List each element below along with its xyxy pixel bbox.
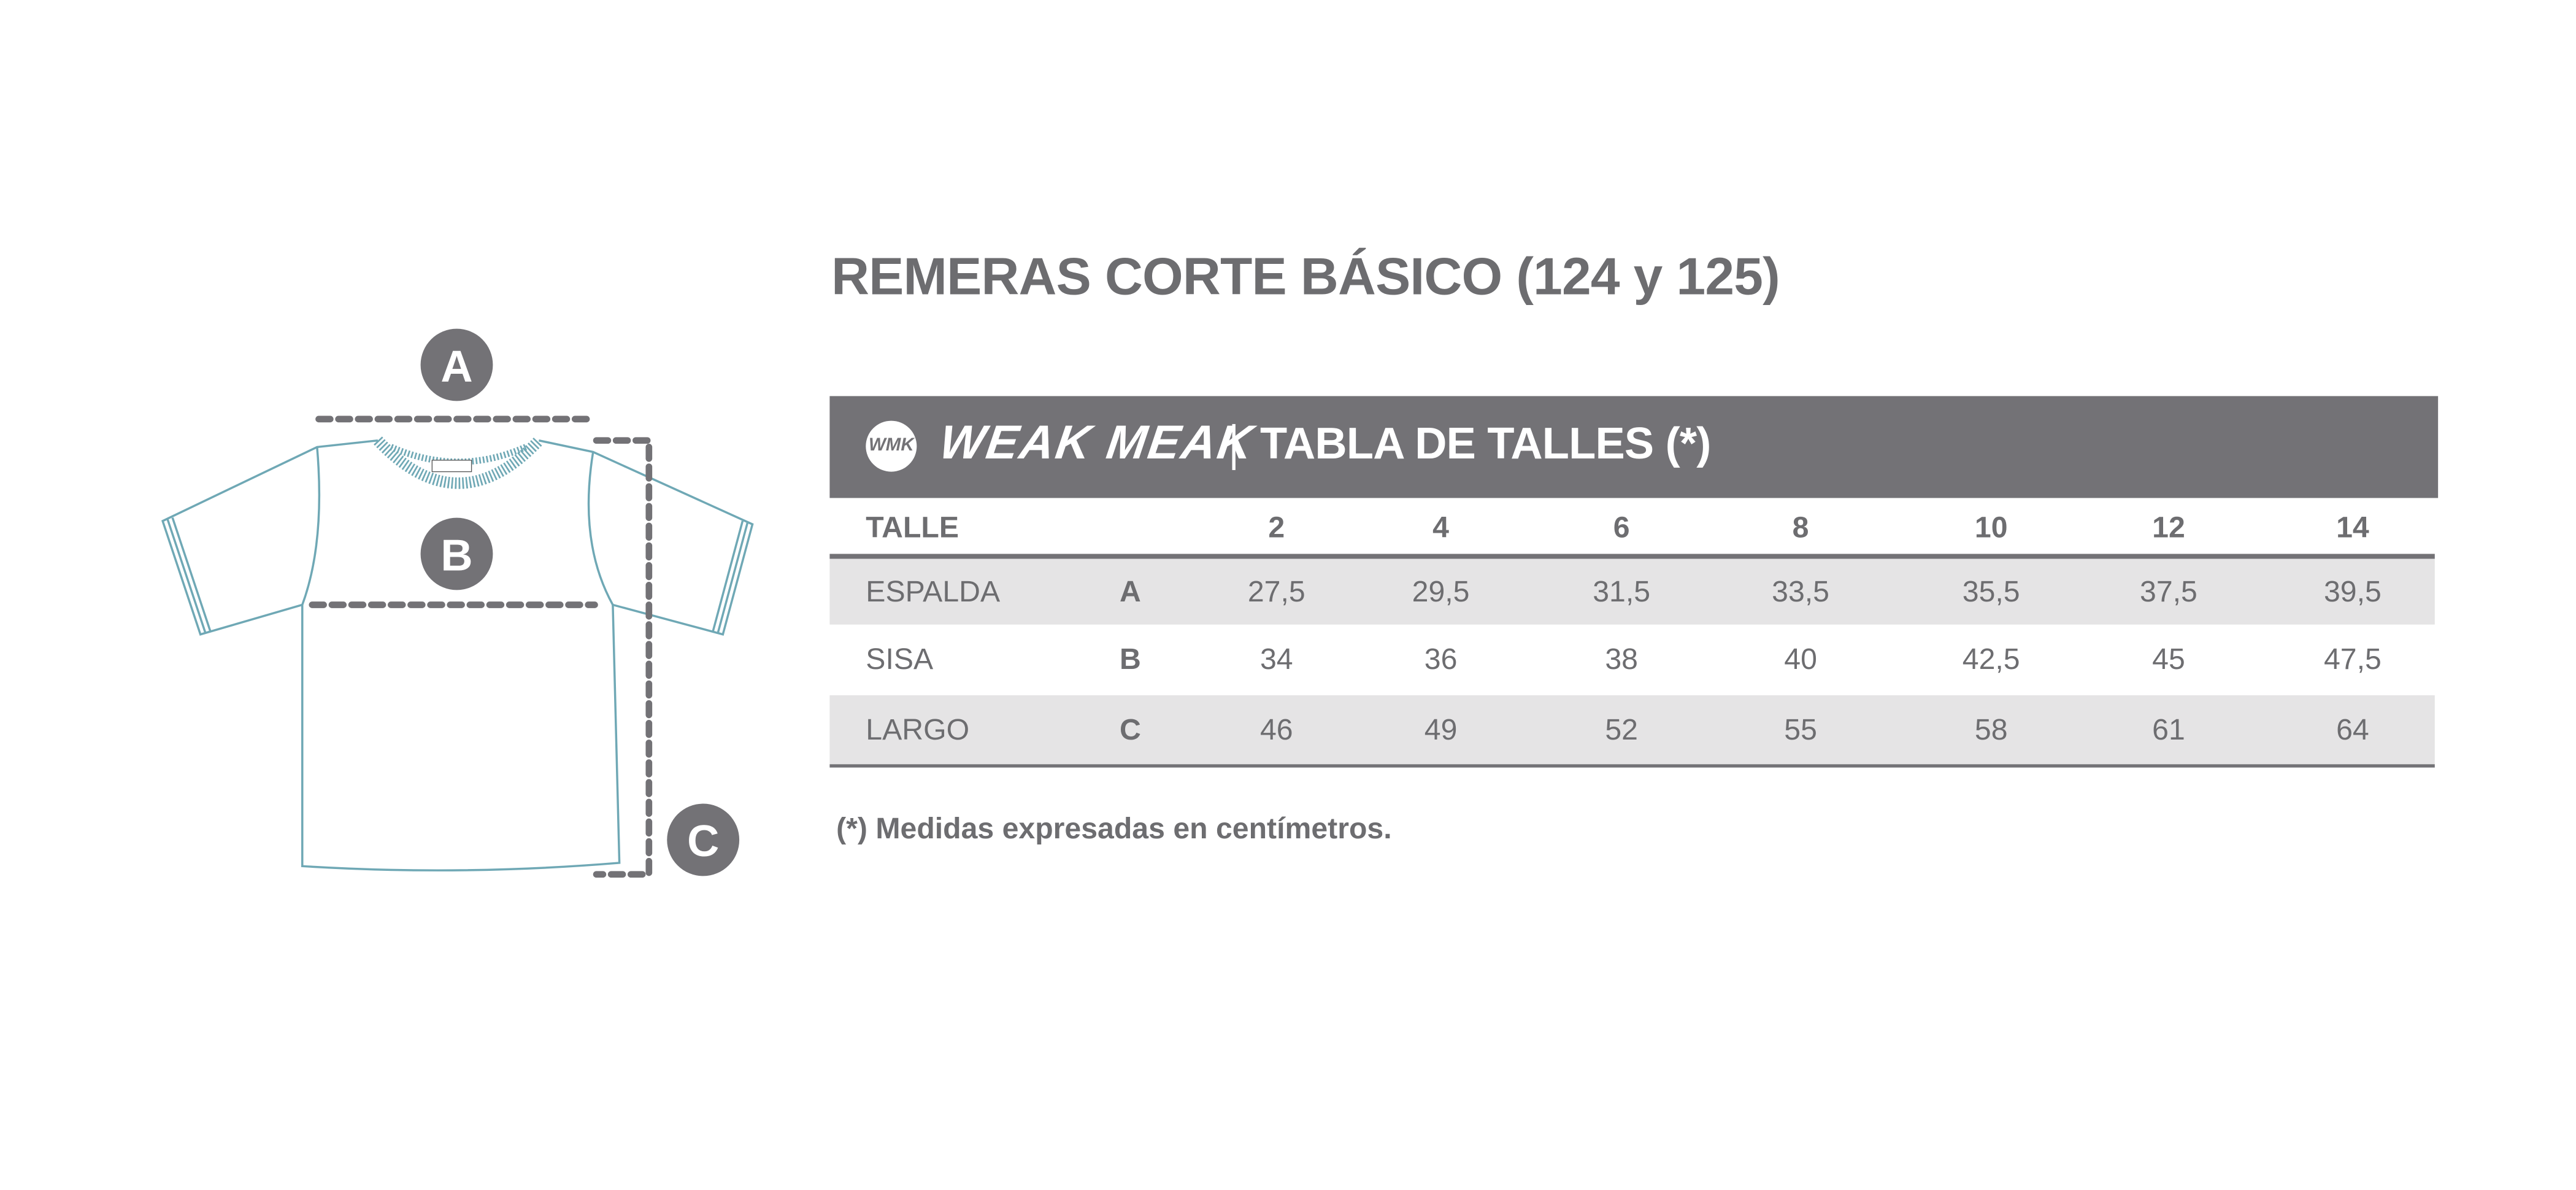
label-b-badge: B (420, 517, 493, 590)
svg-text:B: B (440, 531, 472, 580)
size-col: 4 (1432, 511, 1449, 544)
table-cell: 35,5 (1962, 574, 2020, 608)
table-cell: 33,5 (1772, 574, 1829, 608)
footnote: (*) Medidas expresadas en centímetros. (836, 811, 1392, 845)
header-divider (1232, 423, 1236, 470)
brand-logo: WMK (866, 420, 917, 472)
label-a-badge: A (420, 328, 493, 401)
size-col: 14 (2336, 511, 2369, 544)
table-cell: 40 (1784, 643, 1817, 676)
table-cell: 52 (1605, 712, 1639, 746)
table-rule (829, 764, 2435, 768)
size-col: 8 (1792, 511, 1809, 544)
table-cell: 37,5 (2140, 574, 2197, 608)
table-cell: 49 (1424, 712, 1458, 746)
tshirt-diagram: A B C (161, 328, 754, 878)
table-header-bar (829, 396, 2439, 498)
table-cell: 47,5 (2323, 643, 2382, 676)
svg-text:C: C (687, 817, 719, 866)
table-row: ESPALDA A 27,5 29,5 31,5 33,5 35,5 37,5 … (829, 558, 2435, 625)
measure-name: LARGO (866, 712, 970, 746)
size-col: 12 (2152, 511, 2185, 544)
measure-c-line (593, 437, 653, 878)
table-cell: 45 (2152, 643, 2185, 676)
table-cell: 29,5 (1412, 574, 1470, 608)
measure-name: SISA (866, 643, 934, 676)
size-label: TALLE (866, 511, 959, 544)
table-cell: 36 (1424, 643, 1458, 676)
table-cell: 58 (1974, 712, 2008, 746)
table-cell: 46 (1259, 712, 1293, 746)
table-cell: 34 (1259, 643, 1293, 676)
table-rule (829, 554, 2435, 559)
table-cell: 55 (1784, 712, 1817, 746)
table-cell: 42,5 (1962, 643, 2020, 676)
table-title: TABLA DE TALLES (*) (1260, 419, 1711, 469)
size-header-row: TALLE 2 4 6 8 10 12 14 (829, 493, 2434, 563)
table-row: LARGO C 46 49 52 55 58 61 64 (829, 695, 2435, 765)
table-cell: 61 (2152, 712, 2185, 746)
measure-letter: A (1120, 574, 1141, 608)
measure-letter: B (1120, 643, 1141, 676)
measure-letter: C (1120, 712, 1141, 746)
table-cell: 39,5 (2323, 574, 2382, 608)
svg-text:A: A (440, 342, 472, 391)
table-cell: 27,5 (1247, 574, 1305, 608)
tshirt-outline (161, 436, 754, 871)
measure-name: ESPALDA (866, 574, 1001, 608)
table-cell: 38 (1605, 643, 1639, 676)
brand-name: WEAK MEAK (936, 417, 1258, 470)
size-col: 10 (1974, 511, 2008, 544)
table-cell: 64 (2336, 712, 2369, 746)
table-row: SISA B 34 36 38 40 42,5 45 47,5 (829, 625, 2434, 695)
label-c-badge: C (667, 803, 740, 876)
page-title: REMERAS CORTE BÁSICO (124 y 125) (831, 246, 1780, 306)
size-col: 6 (1613, 511, 1630, 544)
table-cell: 31,5 (1593, 574, 1651, 608)
size-col: 2 (1268, 511, 1285, 544)
